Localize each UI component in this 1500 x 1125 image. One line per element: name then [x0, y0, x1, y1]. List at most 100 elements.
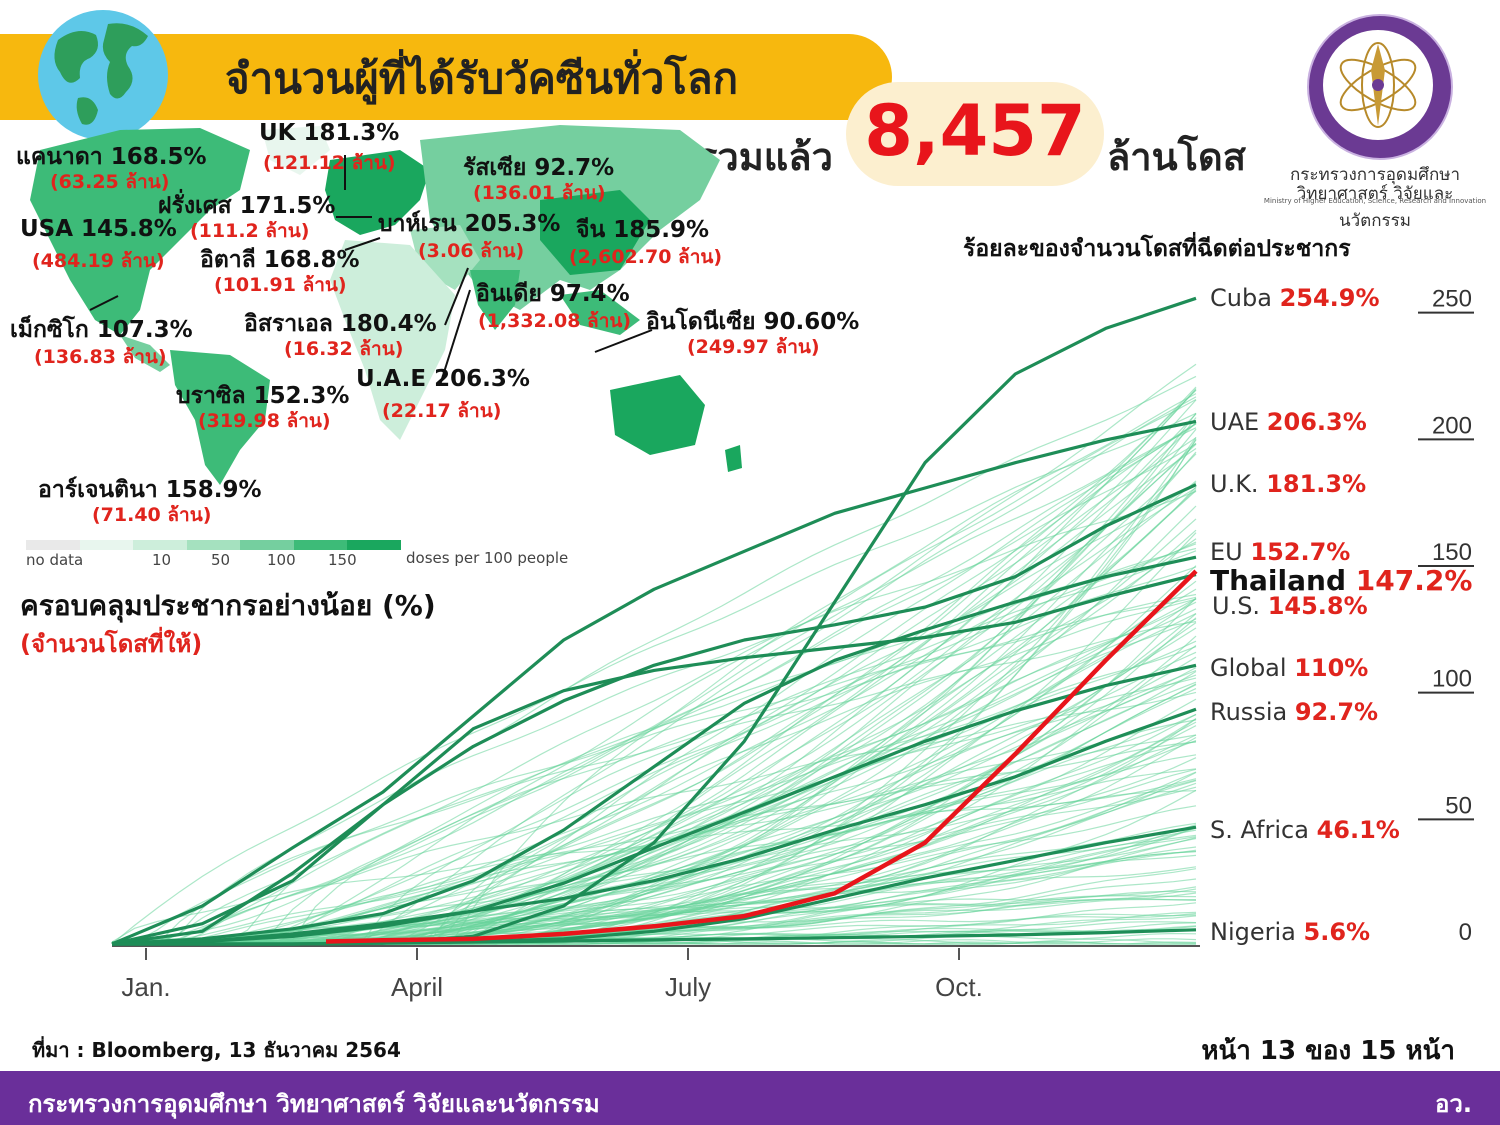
x-tick-label: July — [665, 972, 711, 1002]
series-label-us: U.S. 145.8% — [1212, 592, 1368, 620]
background-series-line — [111, 768, 1197, 945]
chart-title: ร้อยละของจำนวนโดสที่ฉีดต่อประชากร — [963, 236, 1351, 262]
source-note: ที่มา : Bloomberg, 13 ธันวาคม 2564 — [32, 1038, 401, 1062]
seal-inner — [1323, 30, 1433, 140]
series-line-eu — [111, 555, 1197, 946]
total-doses-pill — [846, 82, 1104, 186]
series-label-russia: Russia 92.7% — [1210, 698, 1379, 726]
y-tick-label: 150 — [1432, 539, 1472, 566]
map-scale-unit: doses per 100 people — [406, 549, 569, 567]
map-label-indonesia: อินโดนีเซีย 90.60% — [646, 309, 860, 335]
line-chart: Jan. April July Oct. 0 50 100 150 200 250 — [111, 286, 1474, 1002]
background-series-line — [111, 489, 1197, 945]
map-doses-russia: (136.01 ล้าน) — [473, 182, 606, 204]
background-series-line — [111, 596, 1197, 945]
total-prefix: รวมแล้ว — [697, 135, 833, 179]
map-europe — [325, 150, 430, 235]
background-series-line — [111, 868, 1197, 945]
y-tick-label: 250 — [1432, 286, 1472, 313]
map-scale-tick-100: 100 — [267, 551, 296, 569]
background-series-line — [111, 427, 1197, 945]
map-label-brazil: บราซิล 152.3% — [176, 383, 350, 409]
map-label-canada: แคนาดา 168.5% — [16, 144, 207, 170]
map-scale-tick-10: 10 — [152, 551, 172, 569]
map-doses-china: (2,602.70 ล้าน) — [569, 246, 723, 268]
y-tick-label: 200 — [1432, 412, 1472, 439]
series-line-u-k- — [111, 483, 1197, 946]
footer-ministry: กระทรวงการอุดมศึกษา วิทยาศาสตร์ วิจัยและ… — [28, 1090, 600, 1118]
series-line-russia — [111, 707, 1197, 946]
total-doses-value: 8,457 — [864, 90, 1086, 172]
map-doses-argentina: (71.40 ล้าน) — [92, 504, 212, 526]
page-title: จำนวนผู้ที่ได้รับวัคซีนทั่วโลก — [225, 54, 739, 103]
map-caption: ครอบคลุมประชากรอย่างน้อย (%) — [20, 589, 436, 622]
page-indicator: หน้า 13 ของ 15 หน้า — [1201, 1036, 1455, 1066]
map-doses-brazil: (319.98 ล้าน) — [198, 410, 331, 432]
series-line-nigeria — [112, 928, 1197, 946]
globe-icon — [38, 10, 168, 140]
map-label-uae: U.A.E 206.3% — [356, 366, 530, 392]
x-tick-label: April — [391, 972, 443, 1002]
footer-bar — [0, 1071, 1500, 1125]
x-tick-label: Oct. — [935, 972, 983, 1002]
background-series-line — [111, 565, 1197, 945]
series-label-uae: UAE 206.3% — [1210, 408, 1367, 436]
map-label-usa: USA 145.8% — [20, 216, 177, 242]
map-label-russia: รัสเซีย 92.7% — [463, 155, 615, 181]
map-doses-uae: (22.17 ล้าน) — [382, 400, 502, 422]
map-scale-bar — [26, 540, 401, 550]
map-doses-indonesia: (249.97 ล้าน) — [687, 336, 820, 358]
map-south-america — [170, 350, 270, 485]
map-scale-swatch — [79, 540, 134, 550]
background-series-line — [112, 646, 1197, 945]
background-series-line — [112, 428, 1197, 945]
series-line-global — [111, 663, 1197, 946]
y-tick-label: 100 — [1432, 666, 1472, 693]
map-scale-tick-150: 150 — [328, 551, 357, 569]
background-series-line — [111, 621, 1197, 943]
map-se-asia — [560, 290, 640, 335]
map-label-mexico: เม็กซิโก 107.3% — [10, 317, 193, 343]
map-doses-bahrain: (3.06 ล้าน) — [418, 240, 525, 262]
x-tick-label: Jan. — [121, 972, 170, 1002]
background-series-line — [112, 486, 1197, 945]
map-label-uk: UK 181.3% — [259, 120, 400, 146]
map-australia — [610, 375, 705, 455]
map-label-france: ฝรั่งเศส 171.5% — [158, 193, 336, 219]
map-greenland — [262, 126, 330, 175]
background-series-line — [111, 412, 1197, 945]
map-label-argentina: อาร์เจนตินา 158.9% — [38, 477, 262, 503]
background-series-line — [112, 481, 1197, 945]
map-central-america — [120, 335, 170, 372]
map-doses-france: (111.2 ล้าน) — [190, 220, 310, 242]
series-label-global: Global 110% — [1210, 654, 1369, 682]
series-line-uae — [111, 419, 1197, 946]
map-africa — [330, 240, 455, 440]
map-doses-italy: (101.91 ล้าน) — [214, 274, 347, 296]
map-scale-tick-50: 50 — [211, 551, 231, 569]
org-name-th-2: วิทยาศาสตร์ วิจัยและนวัตกรรม — [1296, 184, 1454, 231]
map-scale-swatch — [186, 540, 241, 550]
map-doses-canada: (63.25 ล้าน) — [50, 171, 170, 193]
map-label-israel: อิสราเอล 180.4% — [244, 311, 437, 337]
map-doses-israel: (16.32 ล้าน) — [284, 338, 404, 360]
background-series-line — [111, 593, 1197, 945]
world-map — [30, 125, 742, 485]
map-scale-swatch — [240, 540, 294, 550]
org-name-en: Ministry of Higher Education, Science, R… — [1263, 197, 1487, 205]
map-scale-nodata: no data — [26, 551, 84, 569]
series-label-thailand: Thailand 147.2% — [1210, 564, 1473, 597]
background-series-line — [112, 443, 1197, 945]
map-doses-mexico: (136.83 ล้าน) — [34, 346, 167, 368]
map-caption-sub: (จำนวนโดสที่ให้) — [20, 630, 203, 658]
series-label-eu: EU 152.7% — [1210, 538, 1351, 566]
map-label-india: อินเดีย 97.4% — [476, 281, 630, 307]
map-doses-usa: (484.19 ล้าน) — [32, 250, 165, 272]
series-label-cuba: Cuba 254.9% — [1210, 284, 1380, 312]
y-tick-label: 0 — [1459, 919, 1472, 946]
series-label-nigeria: Nigeria 5.6% — [1210, 918, 1371, 946]
background-series-line — [111, 363, 1197, 944]
map-label-china: จีน 185.9% — [576, 217, 710, 243]
series-label-uk: U.K. 181.3% — [1210, 470, 1367, 498]
map-scale-swatch — [26, 540, 80, 550]
